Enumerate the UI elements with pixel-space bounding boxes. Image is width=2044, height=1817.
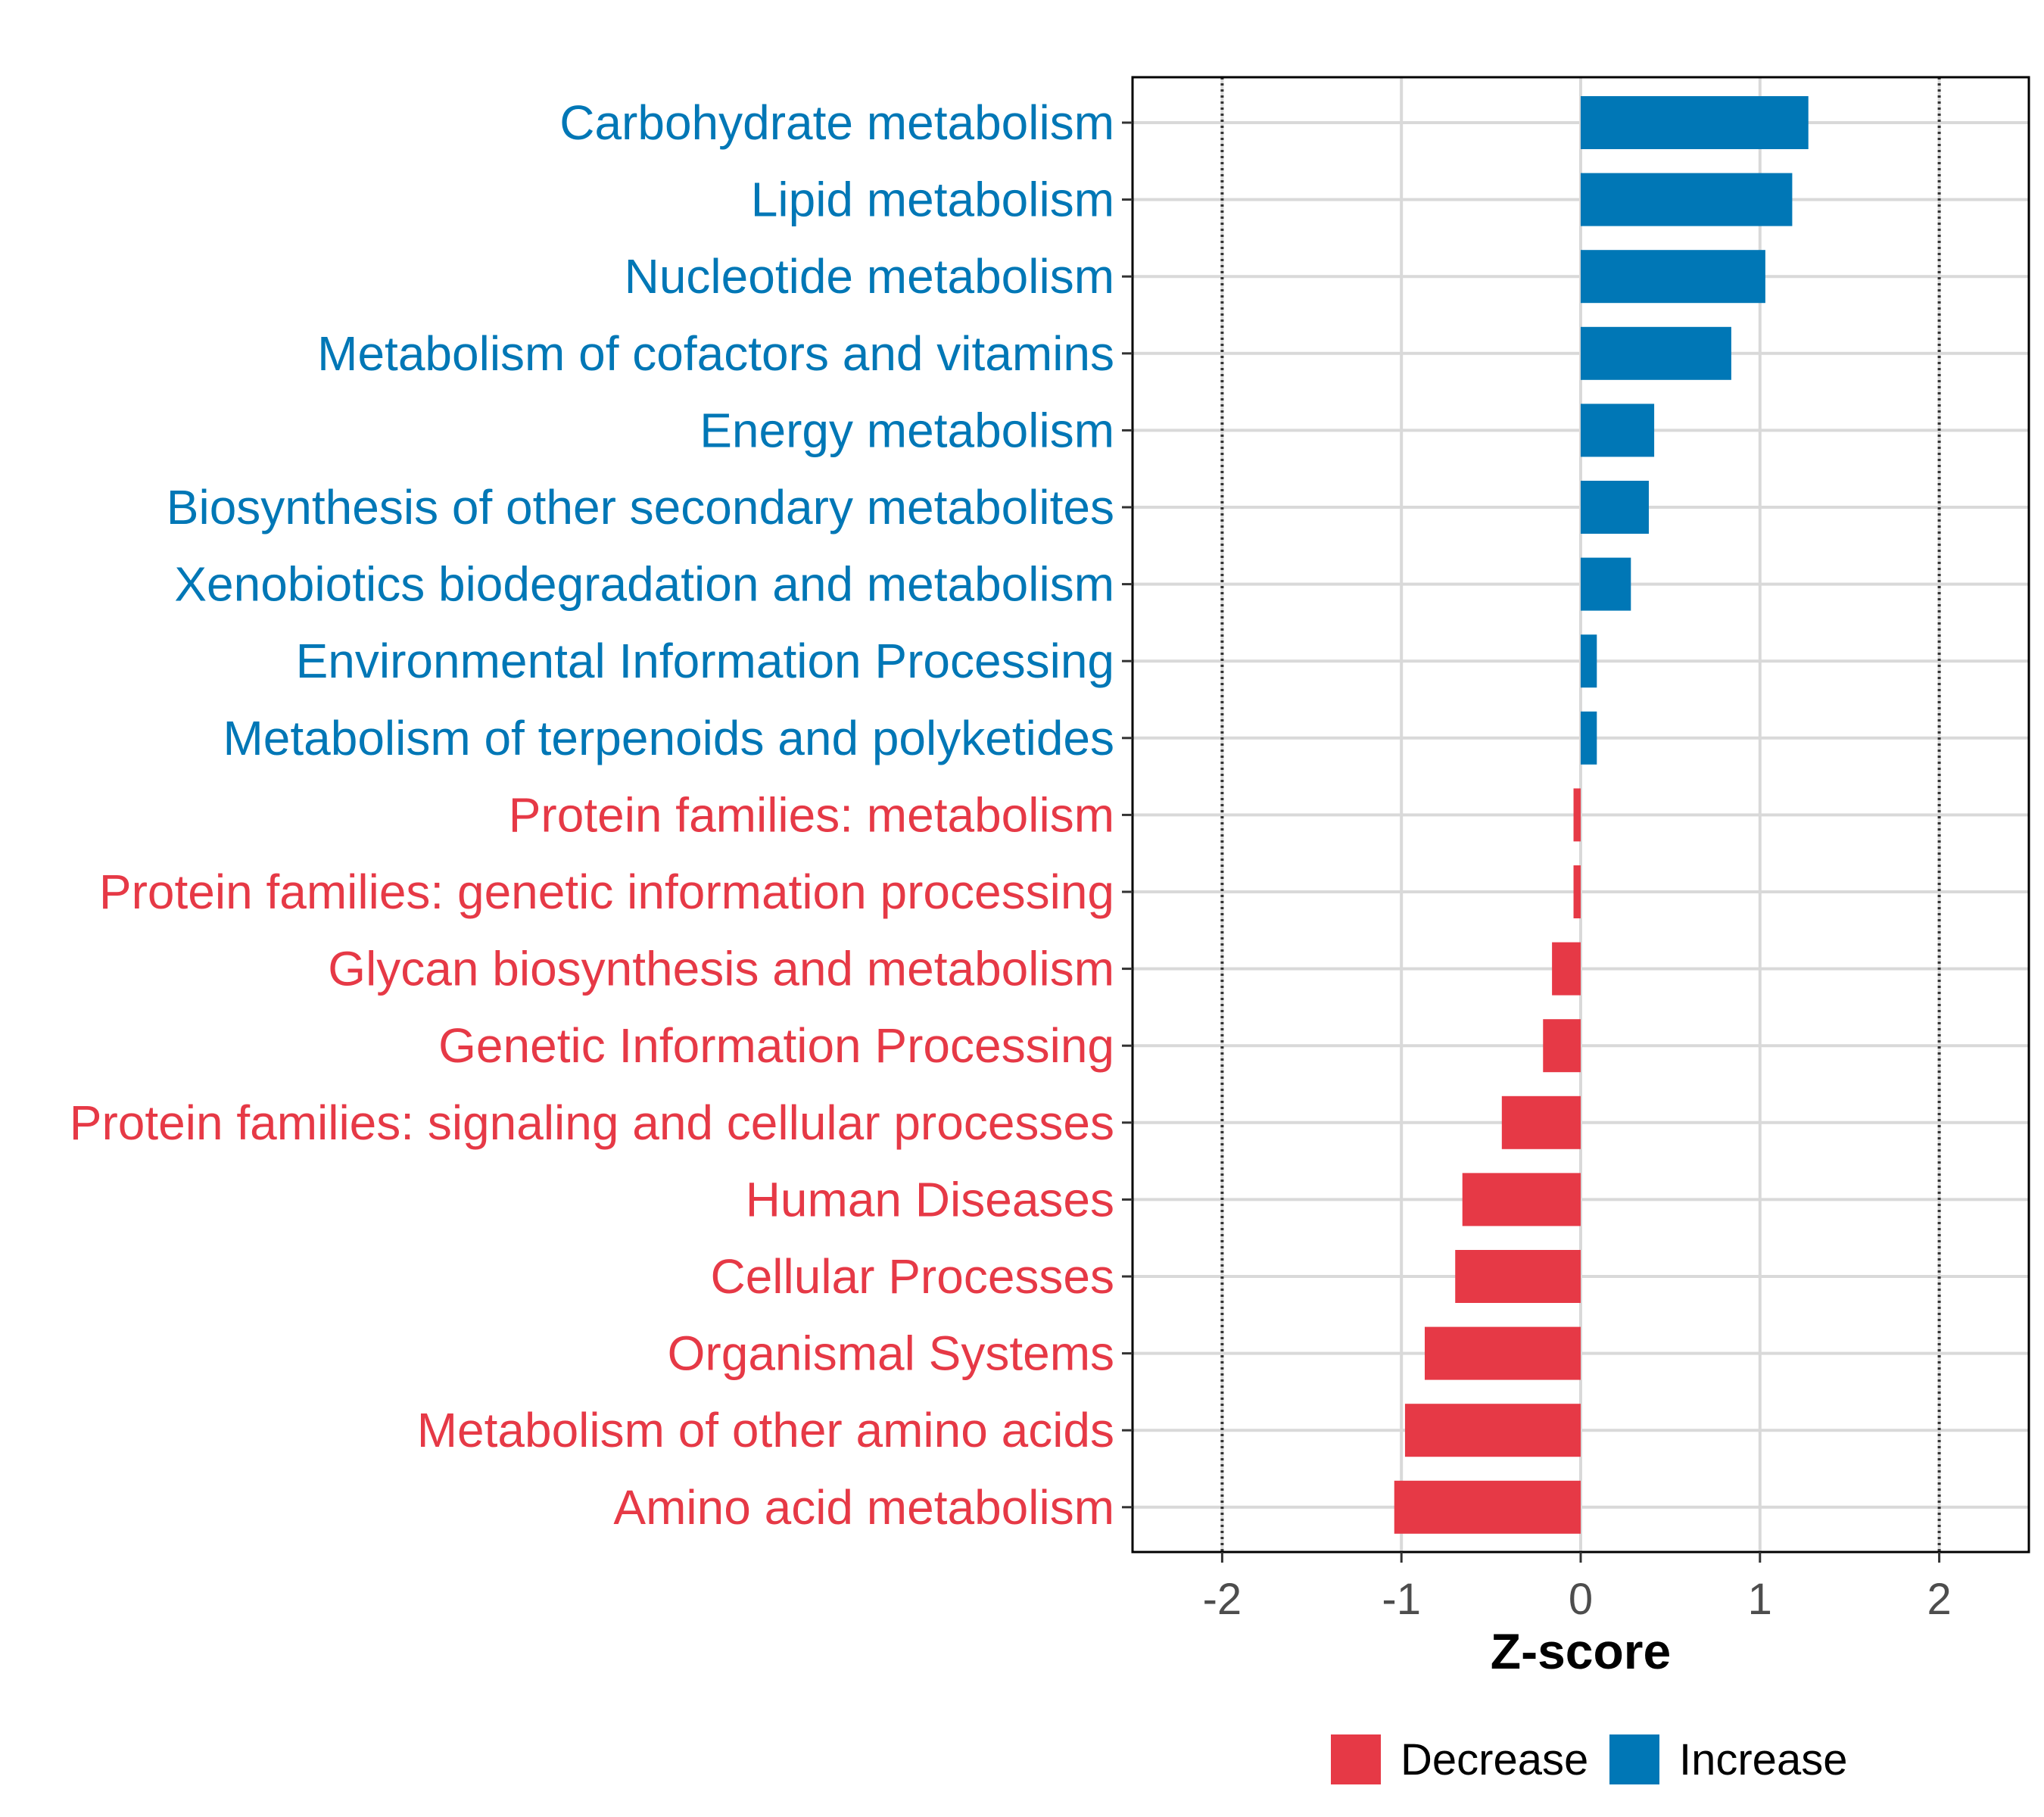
bar-decrease [1573, 865, 1581, 918]
x-tick-label: -1 [1382, 1575, 1421, 1624]
bar-increase [1581, 404, 1655, 457]
category-label: Metabolism of terpenoids and polyketides [223, 711, 1114, 765]
bar-increase [1581, 481, 1649, 534]
category-label: Metabolism of other amino acids [417, 1403, 1114, 1457]
bar-decrease [1552, 942, 1581, 996]
bar-increase [1581, 634, 1597, 688]
category-label: Protein families: genetic information pr… [99, 865, 1114, 919]
bar-decrease [1462, 1173, 1581, 1226]
category-label: Genetic Information Processing [438, 1018, 1114, 1073]
legend-label-decrease: Decrease [1401, 1735, 1588, 1784]
legend-label-increase: Increase [1679, 1735, 1847, 1784]
x-tick-label: 1 [1748, 1575, 1772, 1624]
bar-increase [1581, 250, 1765, 304]
x-tick-label: 0 [1569, 1575, 1593, 1624]
bar-decrease [1501, 1095, 1581, 1149]
bar-increase [1581, 173, 1793, 226]
category-labels: Carbohydrate metabolism Lipid metabolism N… [70, 95, 1114, 1535]
bar-decrease [1394, 1480, 1581, 1534]
x-tick-label: -2 [1203, 1575, 1242, 1624]
category-label: Amino acid metabolism [613, 1480, 1114, 1535]
bar-increase [1581, 711, 1597, 765]
legend: Decrease Increase [1331, 1734, 1847, 1784]
category-label: Environmental Information Processing [296, 634, 1114, 688]
x-axis-ticks: -2 -1 0 1 2 [1203, 1552, 1952, 1624]
x-tick-label: 2 [1927, 1575, 1951, 1624]
category-label: Cellular Processes [710, 1249, 1114, 1304]
bars [1394, 96, 1809, 1534]
x-axis-title: Z-score [1491, 1623, 1671, 1679]
category-label: Protein families: signaling and cellular… [70, 1095, 1114, 1150]
category-label: Carbohydrate metabolism [559, 95, 1114, 150]
category-label: Metabolism of cofactors and vitamins [317, 326, 1114, 381]
category-label: Nucleotide metabolism [625, 249, 1114, 304]
category-label: Organismal Systems [668, 1326, 1114, 1381]
y-axis-ticks [1122, 121, 1133, 1509]
category-label: Protein families: metabolism [509, 787, 1114, 842]
category-label: Xenobiotics biodegradation and metabolis… [174, 557, 1114, 612]
category-label: Lipid metabolism [751, 173, 1114, 227]
bar-increase [1581, 326, 1731, 380]
bar-decrease [1455, 1250, 1581, 1303]
bar-decrease [1424, 1326, 1581, 1380]
category-label: Human Diseases [746, 1172, 1114, 1226]
bar-increase [1581, 96, 1809, 149]
legend-key-decrease [1331, 1734, 1381, 1784]
category-label: Glycan biosynthesis and metabolism [328, 942, 1114, 996]
legend-key-increase [1609, 1734, 1659, 1784]
bar-decrease [1543, 1019, 1581, 1073]
bar-decrease [1404, 1404, 1581, 1457]
category-label: Biosynthesis of other secondary metaboli… [167, 480, 1114, 535]
bar-decrease [1573, 788, 1581, 842]
bar-increase [1581, 557, 1631, 611]
category-label: Energy metabolism [700, 403, 1114, 457]
